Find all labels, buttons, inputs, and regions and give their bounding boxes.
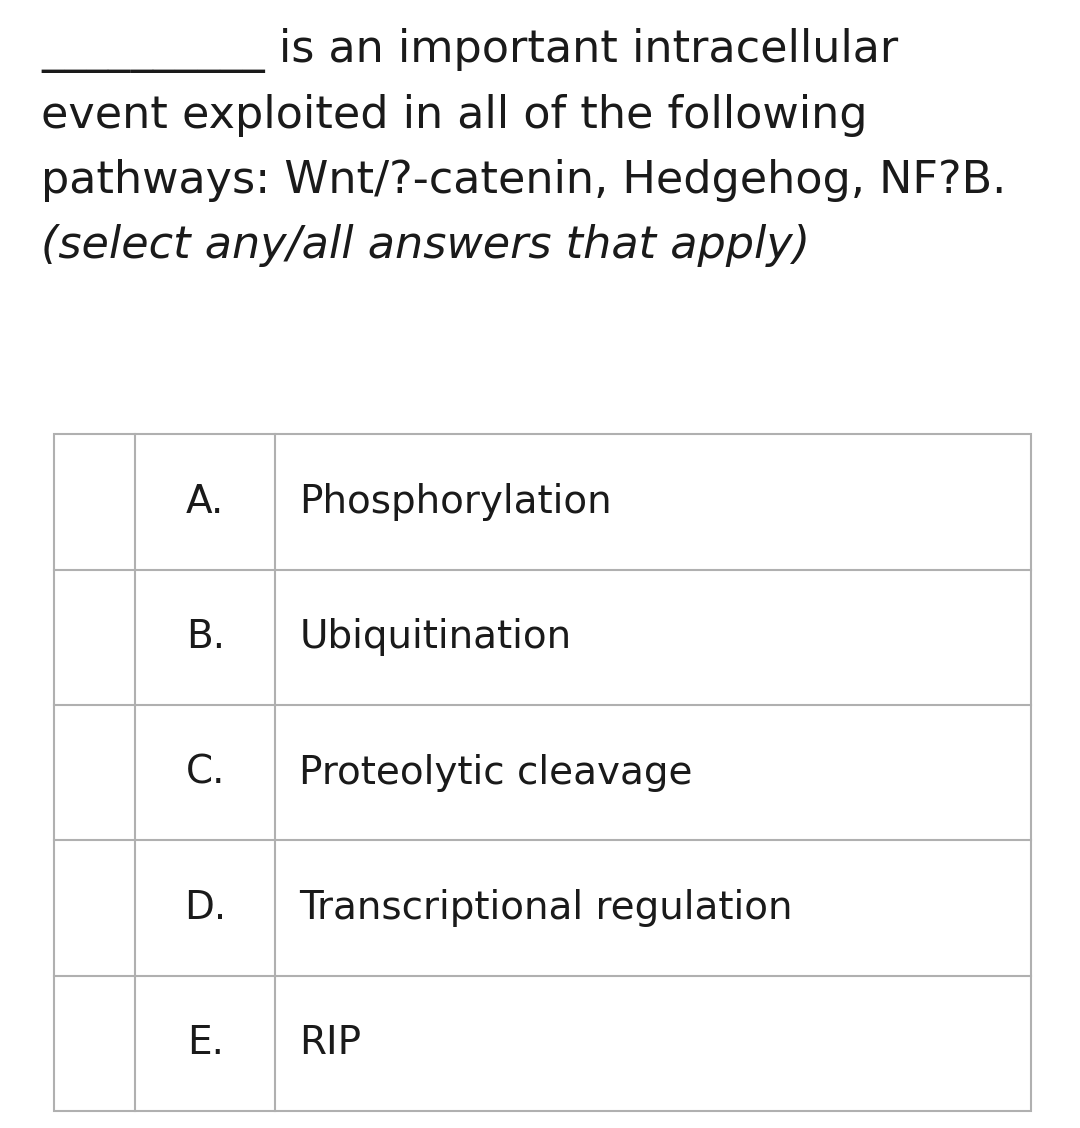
- Text: B.: B.: [186, 618, 225, 656]
- Text: (select any/all answers that apply): (select any/all answers that apply): [41, 224, 810, 267]
- Text: E.: E.: [187, 1024, 224, 1063]
- Bar: [54, 434, 1031, 1111]
- Text: RIP: RIP: [299, 1024, 362, 1063]
- Text: A.: A.: [186, 483, 225, 521]
- Text: Phosphorylation: Phosphorylation: [299, 483, 611, 521]
- Text: event exploited in all of the following: event exploited in all of the following: [41, 94, 867, 136]
- Text: pathways: Wnt/?-catenin, Hedgehog, NF?B.: pathways: Wnt/?-catenin, Hedgehog, NF?B.: [41, 159, 1007, 202]
- Text: C.: C.: [186, 754, 225, 792]
- Text: Transcriptional regulation: Transcriptional regulation: [299, 889, 793, 927]
- Text: Ubiquitination: Ubiquitination: [299, 618, 571, 656]
- Text: Proteolytic cleavage: Proteolytic cleavage: [299, 754, 692, 792]
- Text: D.: D.: [184, 889, 227, 927]
- Text: __________ is an important intracellular: __________ is an important intracellular: [41, 28, 899, 73]
